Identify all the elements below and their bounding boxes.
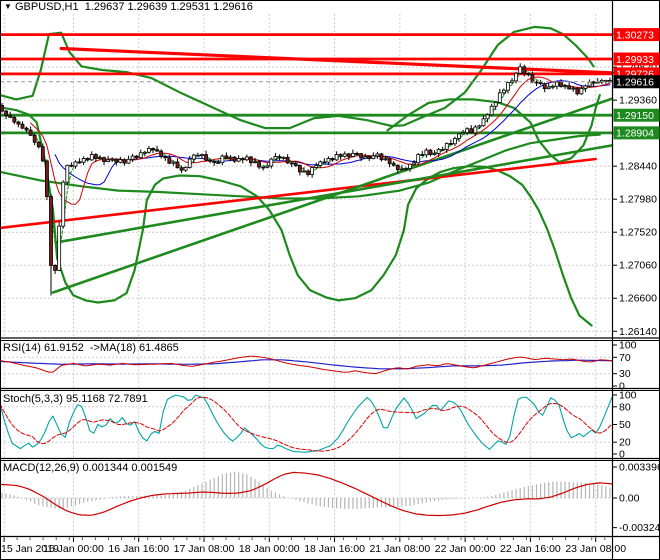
svg-text:1.27520: 1.27520 [619, 227, 657, 239]
svg-text:1.27980: 1.27980 [619, 194, 657, 206]
candlestick-layer [0, 63, 612, 296]
svg-text:1.28440: 1.28440 [619, 161, 657, 173]
svg-text:1.29933: 1.29933 [616, 54, 654, 66]
level-lines-layer [0, 33, 612, 135]
svg-text:1.26600: 1.26600 [619, 293, 657, 305]
svg-text:21 Jan 08:00: 21 Jan 08:00 [369, 543, 430, 555]
svg-text:80: 80 [619, 401, 631, 413]
svg-text:-0.003247: -0.003247 [619, 522, 660, 534]
stoch-indicator-label: Stoch(5,3,3) 95.1168 72.7891 [3, 393, 148, 405]
band-lines-layer [0, 25, 601, 327]
svg-text:18 Jan 16:00: 18 Jan 16:00 [304, 543, 365, 555]
macd-layer [0, 471, 613, 517]
svg-text:15 Jan 2019: 15 Jan 2019 [1, 543, 59, 555]
svg-text:50: 50 [619, 419, 631, 431]
chart-title: ▼ GBPUSD,H1 1.29637 1.29639 1.29531 1.29… [4, 1, 253, 13]
ohlc-values: 1.29637 1.29639 1.29531 1.29616 [84, 1, 253, 13]
svg-text:17 Jan 08:00: 17 Jan 08:00 [174, 543, 235, 555]
price-marker-labels: 1.302731.299331.297261.291501.289041.296… [613, 28, 660, 140]
svg-text:18 Jan 00:00: 18 Jan 00:00 [239, 543, 300, 555]
svg-text:1.29360: 1.29360 [619, 95, 657, 107]
svg-text:70: 70 [619, 352, 631, 364]
svg-text:23 Jan 08:00: 23 Jan 08:00 [565, 543, 626, 555]
svg-text:1.29616: 1.29616 [616, 77, 654, 89]
svg-text:16 Jan 16:00: 16 Jan 16:00 [108, 543, 169, 555]
symbol-dropdown-icon[interactable]: ▼ [4, 2, 12, 11]
svg-text:1.26140: 1.26140 [619, 326, 657, 338]
svg-text:20: 20 [619, 437, 631, 449]
rsi-layer [0, 355, 613, 375]
svg-text:22 Jan 16:00: 22 Jan 16:00 [500, 543, 561, 555]
symbol-timeframe-label: GBPUSD,H1 [14, 1, 79, 13]
svg-text:1.27060: 1.27060 [619, 260, 657, 272]
svg-text:1.29150: 1.29150 [616, 110, 654, 122]
macd-indicator-label: MACD(12,26,9) 0.001344 0.001549 [3, 462, 178, 474]
svg-text:0.003396: 0.003396 [619, 462, 660, 474]
svg-text:100: 100 [619, 340, 637, 352]
svg-text:1.30273: 1.30273 [616, 29, 654, 41]
svg-text:0: 0 [619, 449, 625, 461]
grid-layer [0, 14, 612, 536]
svg-text:22 Jan 00:00: 22 Jan 00:00 [435, 543, 496, 555]
svg-text:0: 0 [619, 381, 625, 393]
svg-text:0.00: 0.00 [619, 493, 640, 505]
rsi-indicator-label: RSI(14) 61.9152 ->MA(18) 61.4865 [3, 342, 179, 354]
svg-text:100: 100 [619, 390, 637, 402]
svg-text:30: 30 [619, 368, 631, 380]
svg-text:1.28904: 1.28904 [616, 128, 654, 140]
svg-text:16 Jan 00:00: 16 Jan 00:00 [43, 543, 104, 555]
stochastic-layer [0, 394, 613, 453]
